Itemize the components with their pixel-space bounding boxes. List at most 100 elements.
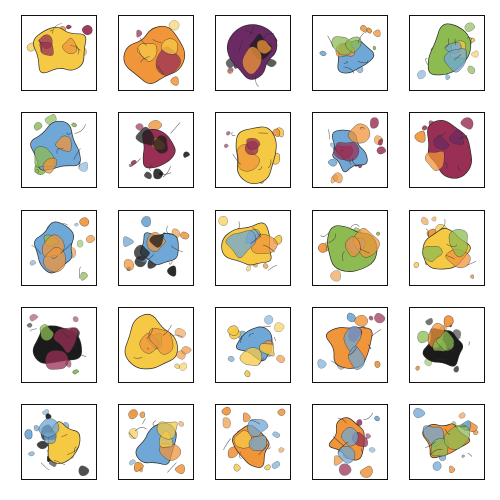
ink-stroke <box>425 58 428 65</box>
paint-overlay <box>39 42 54 56</box>
paint-overlay <box>433 136 450 150</box>
paint-fragment <box>33 425 40 432</box>
ink-stroke <box>343 66 355 74</box>
sample-image <box>26 313 87 375</box>
paint-overlay <box>225 229 257 258</box>
ink-stroke <box>352 158 358 167</box>
paint-fragment <box>370 117 379 129</box>
ink-stroke <box>438 132 446 136</box>
ink-stroke <box>348 347 358 356</box>
paint-fragment <box>168 20 180 31</box>
paint-fragment <box>318 242 327 253</box>
ink-stroke <box>53 460 66 466</box>
sample-image <box>123 215 190 277</box>
ink-stroke <box>258 357 265 365</box>
paint-fragment <box>34 122 43 131</box>
ink-stroke <box>252 226 262 238</box>
sample-tile <box>215 209 291 286</box>
paint-fragment <box>175 464 185 475</box>
ink-stroke <box>337 417 347 424</box>
paint-overlay <box>335 142 360 162</box>
sample-image <box>327 117 386 184</box>
paint-fragment <box>368 447 376 453</box>
sample-tile <box>118 112 194 189</box>
paint-fragment <box>24 429 33 440</box>
paint-fragment <box>242 412 251 423</box>
paint-fragment <box>227 355 235 362</box>
sample-tile <box>215 15 291 91</box>
ink-stroke <box>239 451 242 459</box>
ink-stroke <box>261 325 272 328</box>
paint-overlay <box>425 151 445 172</box>
paint-fragment <box>317 359 327 369</box>
paint-fragment <box>221 407 231 416</box>
paint-fragment <box>460 117 474 130</box>
paint-fragment <box>181 346 192 355</box>
paint-fragment <box>179 362 188 371</box>
paint-fragment <box>71 122 77 128</box>
paint-fragment <box>153 168 163 180</box>
paint-overlay <box>448 228 468 257</box>
sample-image <box>414 117 474 179</box>
sample-tile <box>409 15 485 91</box>
sample-tile <box>409 112 485 189</box>
paint-overlay <box>148 327 174 355</box>
ink-stroke <box>349 158 352 165</box>
ink-stroke <box>468 341 470 346</box>
paint-fragment <box>85 234 96 243</box>
ink-stroke <box>248 25 254 36</box>
paint-overlay <box>137 43 158 62</box>
ink-stroke <box>363 412 374 421</box>
paint-overlay <box>152 135 168 154</box>
paint-fragment <box>338 463 352 476</box>
paint-overlay <box>344 235 361 257</box>
paint-fragment <box>170 76 179 86</box>
sample-tile <box>312 15 388 91</box>
ink-stroke <box>466 260 477 266</box>
ink-stroke <box>332 436 345 447</box>
paint-overlay <box>448 129 465 146</box>
ink-stroke <box>49 29 53 32</box>
ink-stroke <box>29 328 37 332</box>
ink-stroke <box>152 420 156 427</box>
ink-stroke <box>60 242 73 253</box>
ink-stroke <box>146 328 154 339</box>
sample-image <box>128 409 185 475</box>
paint-overlay <box>242 46 262 75</box>
ink-stroke <box>440 218 446 229</box>
paint-overlay <box>347 123 371 144</box>
paint-fragment <box>144 171 152 180</box>
paint-fragment <box>26 322 33 328</box>
ink-stroke <box>223 438 231 451</box>
paint-fragment <box>415 365 420 371</box>
sample-tile <box>215 404 291 481</box>
ink-stroke <box>138 48 148 61</box>
paint-fragment <box>414 131 426 143</box>
paint-fragment <box>458 412 466 419</box>
ink-stroke <box>146 253 154 261</box>
paint-fragment <box>374 360 381 368</box>
ink-stroke <box>232 154 241 166</box>
paint-fragment <box>461 454 465 458</box>
paint-fragment <box>130 160 137 166</box>
ink-stroke <box>458 136 469 140</box>
paint-fragment <box>319 50 327 57</box>
paint-fragment <box>226 131 231 136</box>
paint-fragment <box>233 463 241 472</box>
ink-stroke <box>245 30 254 34</box>
paint-fragment <box>374 416 380 422</box>
ink-stroke <box>445 38 449 48</box>
sample-image <box>221 407 286 472</box>
ink-stroke <box>160 172 172 176</box>
ink-stroke <box>239 40 243 52</box>
paint-fragment <box>29 313 39 322</box>
sample-tile <box>409 404 485 481</box>
paint-fragment <box>167 265 177 277</box>
ink-stroke <box>371 329 381 337</box>
paint-fragment <box>72 316 79 323</box>
sample-image <box>225 24 278 87</box>
ink-stroke <box>331 360 338 367</box>
ink-stroke <box>80 353 87 357</box>
ink-stroke <box>172 334 183 338</box>
sample-image <box>223 126 284 185</box>
